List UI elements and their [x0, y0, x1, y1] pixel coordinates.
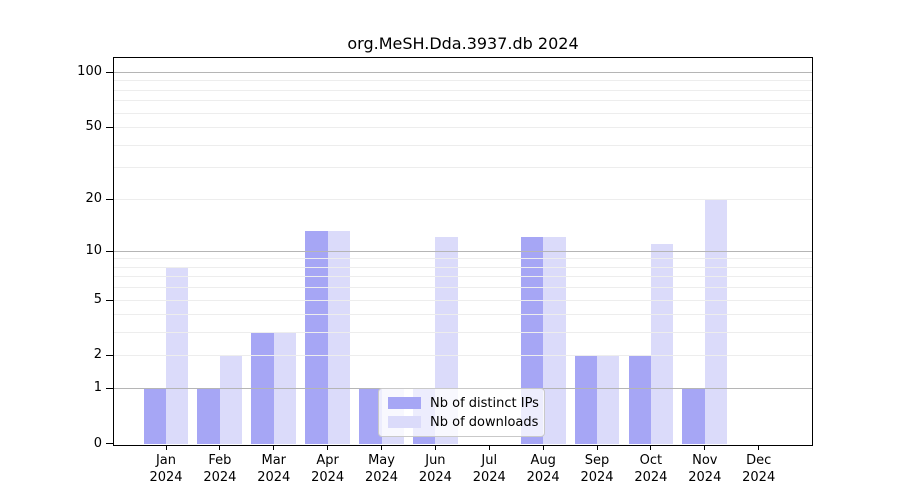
x-tick-jul: [488, 445, 490, 450]
bar-nb-of-distinct-ips-nov: [682, 388, 705, 444]
bar-nb-of-downloads-aug: [543, 237, 566, 444]
y-tick-label-2: 2: [93, 347, 102, 363]
bar-nb-of-distinct-ips-sep: [574, 355, 598, 444]
legend: Nb of distinct IPs Nb of downloads: [378, 388, 545, 437]
legend-row-distinct-ips: Nb of distinct IPs: [388, 396, 539, 411]
x-tick-oct: [650, 445, 652, 450]
x-tick-jun: [434, 445, 436, 450]
x-tick-label-mar: Mar 2024: [257, 453, 291, 485]
chart-title: org.MeSH.Dda.3937.db 2024: [347, 34, 579, 53]
gridline-minor-5: [114, 299, 812, 301]
bar-nb-of-downloads-mar: [273, 332, 297, 444]
gridline-minor-90: [114, 80, 812, 82]
x-tick-mar: [273, 445, 275, 450]
bar-nb-of-distinct-ips-apr: [305, 231, 328, 444]
gridline-minor-40: [114, 144, 812, 146]
bar-nb-of-distinct-ips-feb: [197, 388, 220, 444]
bar-nb-of-distinct-ips-may: [359, 388, 382, 444]
y-tick-label-1: 1: [93, 380, 102, 396]
y-tick-10: [106, 250, 113, 252]
y-tick-1: [106, 388, 113, 390]
x-tick-label-feb: Feb 2024: [203, 453, 237, 485]
y-tick-20: [106, 198, 113, 200]
grid-layer: [114, 58, 812, 445]
x-tick-label-jul: Jul 2024: [472, 453, 506, 485]
x-tick-label-nov: Nov 2024: [688, 453, 722, 485]
axis-ticks-layer: 100 50 20 10 5 2 1 0 Jan 2024 Feb 2024 Mar 2024 Apr…: [77, 58, 812, 485]
gridline-minor-60: [114, 112, 812, 114]
y-tick-label-50: 50: [85, 119, 102, 135]
bar-nb-of-distinct-ips-oct: [628, 355, 651, 444]
x-tick-dec: [758, 445, 760, 450]
x-tick-label-sep: Sep 2024: [580, 453, 614, 485]
gridline-minor-2: [114, 355, 812, 357]
gridline-minor-7: [114, 276, 812, 278]
legend-swatch-downloads-icon: [388, 416, 421, 428]
legend-label-distinct-ips: Nb of distinct IPs: [430, 395, 539, 411]
x-tick-label-dec: Dec 2024: [742, 453, 776, 485]
x-tick-apr: [327, 445, 329, 450]
gridline-minor-70: [114, 100, 812, 102]
x-tick-label-jun: Jun 2024: [418, 453, 452, 485]
legend-label-downloads: Nb of downloads: [430, 414, 539, 430]
x-tick-label-oct: Oct 2024: [634, 453, 668, 485]
gridline-minor-20: [114, 198, 812, 200]
y-tick-0: [106, 443, 113, 444]
bar-nb-of-downloads-apr: [327, 231, 351, 444]
x-tick-nov: [704, 445, 706, 450]
bar-nb-of-downloads-feb: [219, 355, 243, 444]
gridline-minor-6: [114, 287, 812, 289]
legend-row-downloads: Nb of downloads: [388, 414, 539, 430]
y-tick-label-20: 20: [85, 190, 102, 206]
y-tick-label-100: 100: [77, 63, 102, 79]
gridline-minor-80: [114, 89, 812, 91]
bar-nb-of-distinct-ips-jan: [143, 388, 166, 444]
y-tick-50: [106, 127, 113, 129]
bar-nb-of-downloads-sep: [597, 355, 620, 444]
gridline-minor-9: [114, 258, 812, 260]
x-tick-feb: [219, 445, 221, 450]
y-tick-label-10: 10: [85, 242, 102, 258]
gridline-minor-8: [114, 266, 812, 268]
x-tick-label-may: May 2024: [364, 453, 399, 485]
y-tick-label-0: 0: [93, 436, 102, 451]
y-tick-label-5: 5: [93, 291, 102, 307]
gridline-major-100: [114, 71, 812, 73]
x-tick-label-aug: Aug 2024: [526, 453, 560, 485]
plot-area: 100 50 20 10 5 2 1 0 Jan 2024 Feb 2024 Mar 2024 Apr…: [77, 57, 813, 485]
y-tick-5: [106, 299, 113, 301]
gridline-major-10: [114, 250, 812, 252]
bar-nb-of-downloads-nov: [704, 198, 728, 444]
gridline-minor-3: [114, 332, 812, 334]
x-tick-label-jan: Jan 2024: [149, 453, 183, 485]
gridline-minor-4: [114, 314, 812, 316]
x-tick-aug: [542, 445, 544, 450]
x-tick-sep: [596, 445, 598, 450]
bar-nb-of-downloads-oct: [650, 243, 674, 444]
gridline-minor-30: [114, 167, 812, 169]
legend-swatch-distinct-ips-icon: [388, 397, 421, 409]
x-tick-label-apr: Apr 2024: [311, 453, 345, 485]
y-tick-100: [106, 71, 113, 73]
bar-nb-of-distinct-ips-mar: [251, 332, 274, 444]
y-tick-2: [106, 355, 113, 357]
x-tick-jan: [165, 445, 167, 450]
gridline-minor-50: [114, 127, 812, 129]
x-tick-may: [381, 445, 383, 450]
